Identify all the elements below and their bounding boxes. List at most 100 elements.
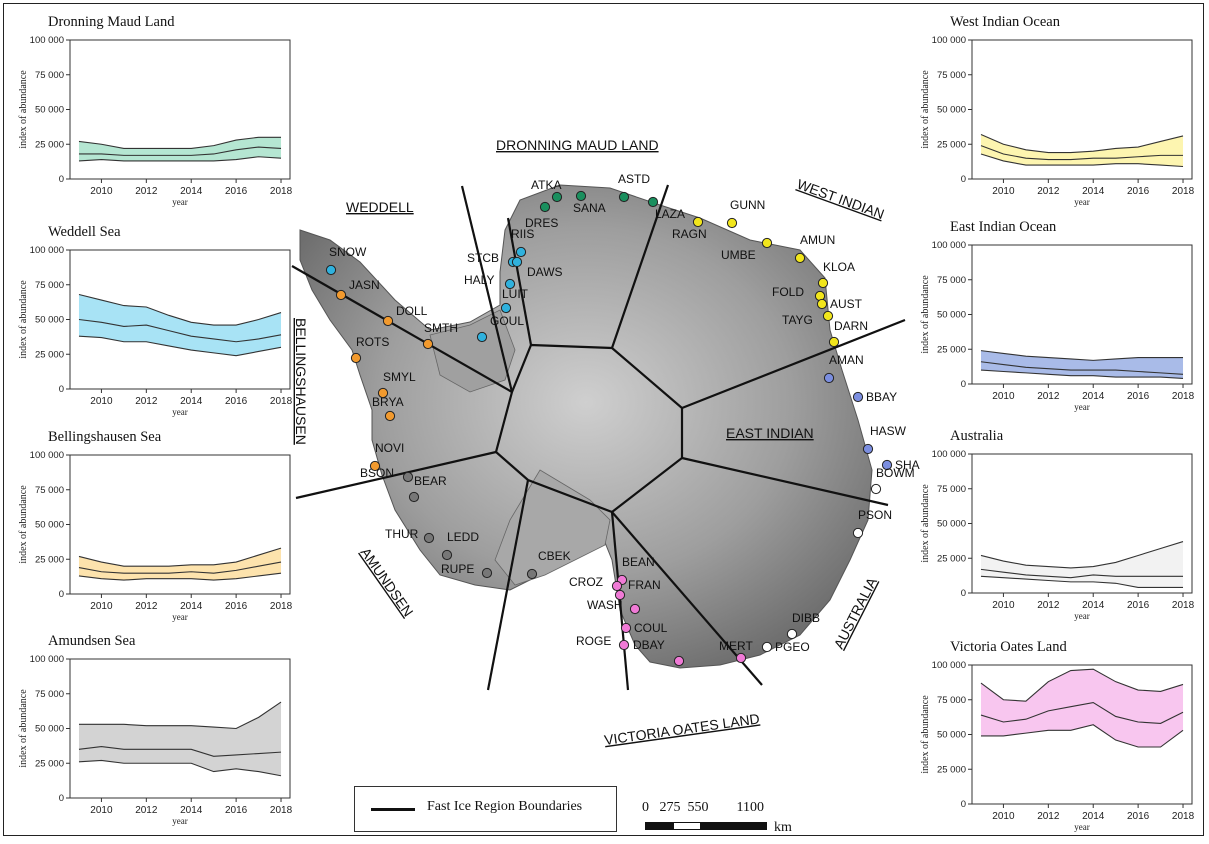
site-label: FRAN xyxy=(628,578,661,592)
y-axis-label: index of abundance xyxy=(920,70,931,149)
site-marker xyxy=(539,201,551,213)
lower-bound-line xyxy=(78,572,282,581)
site-marker xyxy=(551,191,563,203)
site-daws: DAWS xyxy=(511,256,563,279)
site-marker xyxy=(402,471,414,483)
site-marker xyxy=(350,352,362,364)
x-axis-label: year xyxy=(172,197,188,207)
site-jasn: JASN xyxy=(335,278,380,301)
x-axis-label: year xyxy=(172,612,188,622)
site-marker xyxy=(647,196,659,208)
x-axis-label: year xyxy=(1074,822,1090,832)
site-kloa: KLOA xyxy=(817,260,855,289)
x-tick-label: 2016 xyxy=(1127,811,1150,822)
site-rots: ROTS xyxy=(350,335,389,364)
x-tick-label: 2010 xyxy=(992,811,1015,822)
x-tick-label: 2016 xyxy=(225,186,248,197)
antarctica-map: DRONNING MAUD LAND WEST INDIAN WEDDELL B… xyxy=(291,137,920,748)
site-label: STCB xyxy=(467,251,499,265)
site-laza: LAZA xyxy=(647,196,685,221)
y-tick-label: 50 000 xyxy=(35,520,64,531)
y-tick-label: 75 000 xyxy=(35,280,64,291)
site-roge: ROGE xyxy=(576,634,630,651)
x-axis-label: year xyxy=(1074,197,1090,207)
site-marker xyxy=(423,532,435,544)
y-axis-label: index of abundance xyxy=(18,485,29,564)
y-tick-label: 100 000 xyxy=(30,450,64,461)
site-marker xyxy=(761,641,773,653)
site-marker xyxy=(794,252,806,264)
x-tick-label: 2012 xyxy=(135,396,158,407)
x-tick-label: 2018 xyxy=(1172,186,1195,197)
site-label: SANA xyxy=(573,201,606,215)
y-tick-label: 100 000 xyxy=(30,654,64,665)
site-marker xyxy=(611,580,623,592)
site-marker xyxy=(618,639,630,651)
site-marker xyxy=(614,589,626,601)
site-bear: BEAR xyxy=(408,474,447,503)
site-thur: THUR xyxy=(385,527,435,544)
scale-unit: km xyxy=(774,820,792,835)
site-label: ATKA xyxy=(531,178,561,192)
x-tick-label: 2010 xyxy=(90,396,113,407)
site-bowm: BOWM xyxy=(870,466,915,495)
y-axis-label: index of abundance xyxy=(18,689,29,768)
x-tick-label: 2018 xyxy=(1172,600,1195,611)
x-tick-label: 2010 xyxy=(992,186,1015,197)
x-axis-label: year xyxy=(1074,402,1090,412)
scale-tick-1: 275 xyxy=(659,800,681,815)
site-label: CBEK xyxy=(538,549,571,563)
site-label: MERT xyxy=(719,639,753,653)
site-pgeo: PGEO xyxy=(761,640,810,654)
y-axis-label: index of abundance xyxy=(920,275,931,354)
site-label: DAWS xyxy=(527,265,563,279)
confidence-band xyxy=(78,548,282,581)
y-tick-label: 75 000 xyxy=(35,485,64,496)
mean-line xyxy=(78,561,282,574)
upper-bound-line xyxy=(980,134,1184,154)
chart-australia: Australia 0 25 000 50 000 75 000 100 000 2010… xyxy=(910,428,1200,633)
site-marker xyxy=(476,331,488,343)
region-label-weddell: WEDDELL xyxy=(346,199,414,215)
x-tick-label: 2018 xyxy=(1172,811,1195,822)
site-marker xyxy=(422,338,434,350)
mean-line xyxy=(980,361,1184,375)
site-label: SNOW xyxy=(329,245,367,259)
site-label: FOLD xyxy=(772,285,804,299)
chart-svg: 0 25 000 50 000 75 000 100 000 2010 2012 2014 20… xyxy=(18,654,293,826)
site-dibb: DIBB xyxy=(786,611,820,640)
site-marker xyxy=(673,655,685,667)
y-tick-label: 25 000 xyxy=(937,139,966,150)
site-astd: ASTD xyxy=(618,172,650,203)
site-marker xyxy=(620,622,632,634)
site-novi: NOVI xyxy=(369,441,404,472)
y-tick-label: 75 000 xyxy=(937,484,966,495)
confidence-band xyxy=(78,294,282,356)
site-label: DBAY xyxy=(633,638,665,652)
x-tick-label: 2014 xyxy=(1082,186,1105,197)
y-tick-label: 100 000 xyxy=(932,660,966,671)
weddell-ice-shelf xyxy=(429,309,516,393)
x-tick-label: 2014 xyxy=(180,396,203,407)
lower-bound-line xyxy=(980,369,1184,379)
scale-tick-0: 0 xyxy=(642,800,649,815)
site-haly: HALY xyxy=(464,273,516,290)
y-tick-label: 0 xyxy=(59,589,64,600)
x-tick-label: 2018 xyxy=(270,396,293,407)
site-marker xyxy=(369,460,381,472)
y-tick-label: 50 000 xyxy=(937,310,966,321)
site-marker xyxy=(822,310,834,322)
y-tick-label: 25 000 xyxy=(937,344,966,355)
site-ledd: LEDD xyxy=(441,530,479,561)
site-smth: SMTH xyxy=(422,321,458,350)
site-rupe: RUPE xyxy=(441,562,493,579)
x-axis-label: year xyxy=(172,816,188,826)
chart-svg: 0 25 000 50 000 75 000 100 000 2010 2012 2014 20… xyxy=(18,35,293,207)
y-tick-label: 100 000 xyxy=(932,35,966,46)
site-marker xyxy=(335,289,347,301)
x-axis-label: year xyxy=(172,407,188,417)
site-label: ROTS xyxy=(356,335,389,349)
site-label: PSON xyxy=(858,508,892,522)
x-tick-label: 2016 xyxy=(225,805,248,816)
colony-sites: ATKA SANA ASTD DRES LAZA RAGN GUNN UMBE AMUN KLOA… xyxy=(325,172,920,667)
